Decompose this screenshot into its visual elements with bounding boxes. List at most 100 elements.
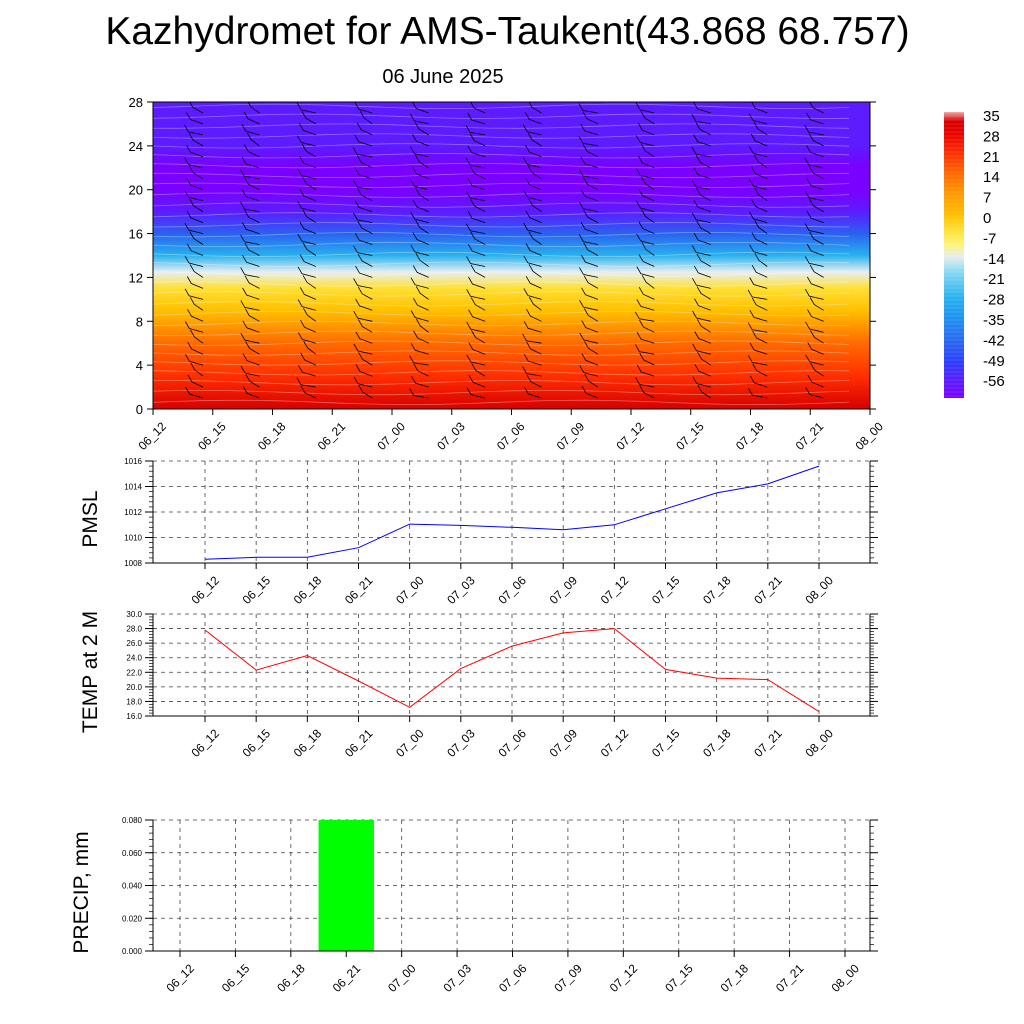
wind-barb xyxy=(526,341,542,355)
wind-barb xyxy=(524,112,542,125)
wind-barb xyxy=(806,178,824,191)
wind-barb xyxy=(358,319,373,333)
wind-barb xyxy=(691,146,711,158)
wind-barb xyxy=(751,102,768,114)
wind-barb xyxy=(185,386,204,399)
wind-barb xyxy=(470,231,486,245)
wind-barb xyxy=(579,365,598,377)
colorbar-fill xyxy=(944,112,964,398)
wind-barb xyxy=(355,331,373,344)
wind-barb xyxy=(355,364,373,377)
wind-barb xyxy=(635,102,655,114)
wind-barb xyxy=(297,168,316,180)
x-tick-label: 06_21 xyxy=(330,961,364,995)
y-tick-label: 18.0 xyxy=(126,697,142,706)
colorbar-label: -14 xyxy=(983,251,1005,268)
x-tick-label: 08_00 xyxy=(828,961,862,995)
wind-barb xyxy=(416,318,429,333)
wind-barb xyxy=(580,222,599,234)
wind-barb xyxy=(301,111,316,125)
colorbar: 35 28 21 14 7 0 -7 -14 -21 -28 -35 -42 -49 -56 xyxy=(944,108,1005,398)
wind-barb xyxy=(523,255,542,267)
contour-line xyxy=(153,330,850,336)
wind-barb xyxy=(353,245,373,256)
wind-barb xyxy=(693,167,711,180)
x-tick-label: 07_00 xyxy=(393,726,427,760)
colorbar-label: -49 xyxy=(983,353,1005,370)
wind-barb xyxy=(297,332,316,344)
x-tick-label: 07_15 xyxy=(649,726,683,760)
wind-barb xyxy=(693,232,711,245)
wind-barb xyxy=(524,386,542,399)
x-tick-label: 06_18 xyxy=(291,726,325,760)
y-tick-label: 1008 xyxy=(124,559,142,568)
wind-barb xyxy=(639,385,655,399)
wind-barb xyxy=(635,135,655,147)
x-tick-label: 07_00 xyxy=(385,961,419,995)
wind-barb xyxy=(523,321,542,333)
wind-barb xyxy=(470,166,486,180)
wind-barb xyxy=(466,387,486,399)
y-tick-label: 0.020 xyxy=(122,914,143,923)
wind-barb xyxy=(297,201,316,212)
wind-barb xyxy=(693,102,711,114)
x-tick-label: 06_21 xyxy=(342,573,376,607)
wind-barb xyxy=(466,354,486,366)
wind-barb xyxy=(357,286,373,300)
contour-line xyxy=(153,202,850,208)
wind-barb xyxy=(528,296,542,311)
contour-line xyxy=(153,241,850,248)
wind-barb xyxy=(409,388,429,399)
wind-barb xyxy=(578,201,598,212)
contour-lines xyxy=(153,103,850,406)
x-tick-label: 08_00 xyxy=(802,726,836,760)
wind-barb xyxy=(580,123,599,136)
wind-barb xyxy=(749,310,768,322)
y-tick-label: 28 xyxy=(129,95,143,110)
wind-barb xyxy=(242,287,260,300)
wind-barb xyxy=(583,275,599,289)
wind-barb xyxy=(523,190,542,202)
x-tick-label: 07_21 xyxy=(751,573,785,607)
wind-barb xyxy=(240,267,260,278)
contour-line xyxy=(153,399,850,406)
x-tick-label: 06_18 xyxy=(274,961,308,995)
wind-barb xyxy=(354,134,373,147)
wind-barb xyxy=(754,253,768,267)
wind-barb xyxy=(467,244,486,256)
wind-barb xyxy=(748,178,768,191)
wind-barb xyxy=(466,289,486,300)
x-tick-label: 07_09 xyxy=(551,961,585,995)
wind-barb xyxy=(578,234,598,245)
wind-barb xyxy=(241,222,260,234)
x-tick-label: 06_15 xyxy=(219,961,253,995)
contour-line xyxy=(153,182,850,188)
wind-barb xyxy=(242,320,260,333)
chart-title: Kazhydromet for AMS-Taukent(43.868 68.75… xyxy=(105,10,910,53)
contour-line xyxy=(153,192,850,198)
x-tick-label: 07_18 xyxy=(700,726,734,760)
wind-barb xyxy=(748,146,768,158)
wind-barb xyxy=(184,124,204,136)
wind-barb xyxy=(523,353,542,366)
wind-barb xyxy=(692,343,711,355)
wind-barb xyxy=(302,176,317,191)
wind-barb xyxy=(525,243,542,256)
cross-section-panel: 0 4 8 12 16 20 24 28 06_12 06_15 06_18 06_21 07_00 07… xyxy=(129,95,887,453)
wind-barb xyxy=(522,333,542,344)
y-tick-label: 16 xyxy=(129,227,143,242)
wind-barb xyxy=(303,308,317,322)
wind-barb xyxy=(190,329,204,344)
wind-barb xyxy=(413,330,429,344)
wind-barb xyxy=(810,362,824,377)
wind-barb xyxy=(297,266,316,278)
wind-barb xyxy=(691,245,711,256)
wind-barb xyxy=(186,112,204,125)
wind-barb xyxy=(748,113,768,125)
x-tick-label: 06_15 xyxy=(240,573,274,607)
wind-barb xyxy=(240,234,260,245)
chart-subtitle: 06 June 2025 xyxy=(382,66,504,88)
wind-barb xyxy=(692,376,711,388)
wind-barb xyxy=(523,288,542,300)
